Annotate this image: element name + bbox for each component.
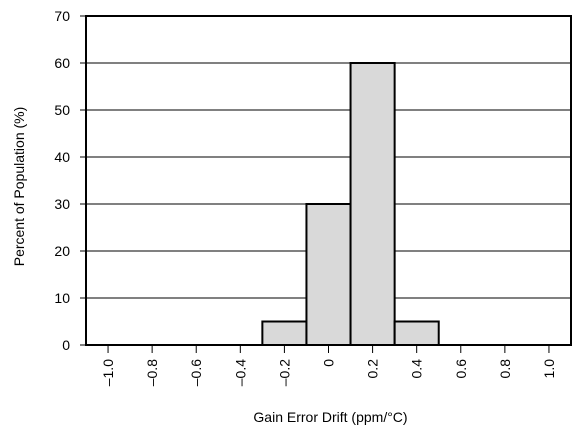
histogram-bar — [393, 320, 440, 346]
y-axis-ticks: 0 10 20 30 40 50 60 70 — [54, 8, 86, 353]
x-tick-label: 0.4 — [409, 359, 425, 379]
y-tick-label: 10 — [54, 290, 70, 306]
x-tick-label: –0.8 — [144, 359, 160, 386]
y-tick-label: 40 — [54, 149, 70, 165]
y-tick-label: 60 — [54, 55, 70, 71]
y-tick-label: 0 — [62, 337, 70, 353]
x-tick-label: 0.8 — [497, 359, 513, 379]
x-tick-label: –1.0 — [100, 359, 116, 386]
y-axis-title: Percent of Population (%) — [11, 107, 27, 267]
x-tick-label: 0.2 — [365, 359, 381, 379]
x-tick-label: –0.2 — [276, 359, 292, 386]
x-axis-title: Gain Error Drift (ppm/°C) — [253, 409, 407, 425]
x-axis-ticks: –1.0 –0.8 –0.6 –0.4 –0.2 0 0.2 0.4 0.6 0.8 1.0 — [100, 345, 557, 386]
x-tick-label: 0.6 — [453, 359, 469, 379]
y-tick-label: 50 — [54, 102, 70, 118]
x-tick-label: 0 — [321, 359, 337, 367]
y-tick-label: 30 — [54, 196, 70, 212]
y-tick-label: 20 — [54, 243, 70, 259]
x-tick-label: –0.4 — [232, 359, 248, 386]
histogram-bar — [305, 203, 352, 346]
histogram-bar — [349, 62, 396, 346]
x-tick-label: –0.6 — [188, 359, 204, 386]
x-tick-label: 1.0 — [541, 359, 557, 379]
histogram-bar — [261, 320, 308, 346]
y-tick-label: 70 — [54, 8, 70, 24]
